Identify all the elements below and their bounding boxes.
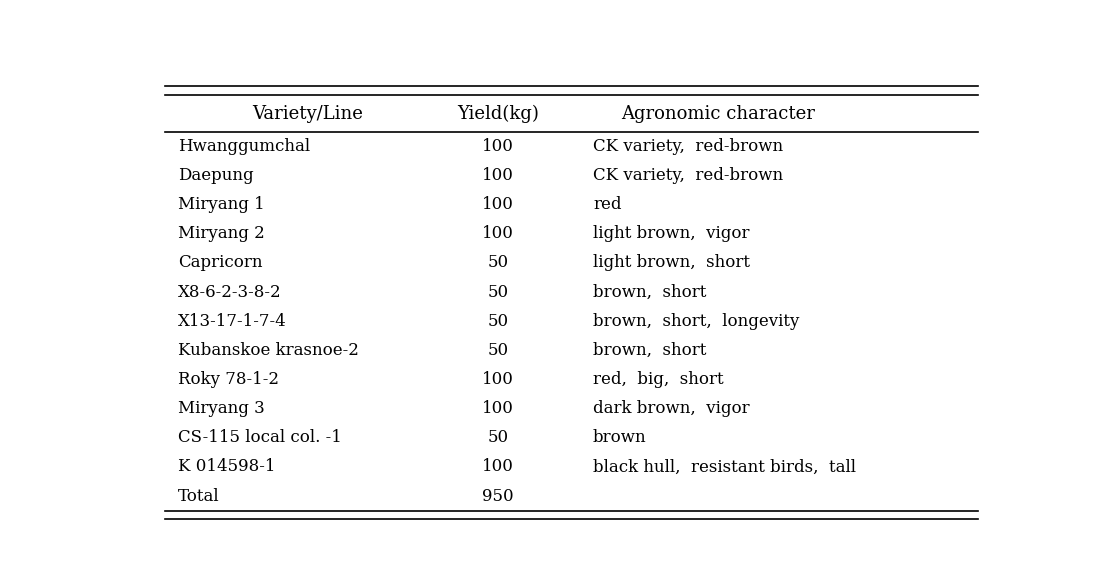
- Text: 50: 50: [487, 255, 508, 271]
- Text: brown: brown: [593, 429, 647, 446]
- Text: red,  big,  short: red, big, short: [593, 371, 724, 388]
- Text: Agronomic character: Agronomic character: [621, 105, 815, 122]
- Text: Daepung: Daepung: [178, 167, 254, 184]
- Text: Roky 78-1-2: Roky 78-1-2: [178, 371, 279, 388]
- Text: 100: 100: [482, 138, 514, 155]
- Text: light brown,  vigor: light brown, vigor: [593, 225, 749, 242]
- Text: 50: 50: [487, 342, 508, 359]
- Text: Miryang 1: Miryang 1: [178, 196, 265, 213]
- Text: 100: 100: [482, 225, 514, 242]
- Text: red: red: [593, 196, 621, 213]
- Text: Capricorn: Capricorn: [178, 255, 263, 271]
- Text: 50: 50: [487, 429, 508, 446]
- Text: CS-115 local col. -1: CS-115 local col. -1: [178, 429, 342, 446]
- Text: 950: 950: [482, 487, 514, 505]
- Text: Miryang 2: Miryang 2: [178, 225, 265, 242]
- Text: Total: Total: [178, 487, 220, 505]
- Text: X8-6-2-3-8-2: X8-6-2-3-8-2: [178, 283, 282, 300]
- Text: CK variety,  red-brown: CK variety, red-brown: [593, 167, 783, 184]
- Text: K 014598-1: K 014598-1: [178, 459, 275, 476]
- Text: 100: 100: [482, 167, 514, 184]
- Text: 100: 100: [482, 400, 514, 417]
- Text: brown,  short: brown, short: [593, 283, 707, 300]
- Text: Kubanskoe krasnoe-2: Kubanskoe krasnoe-2: [178, 342, 359, 359]
- Text: Hwanggumchal: Hwanggumchal: [178, 138, 310, 155]
- Text: 100: 100: [482, 196, 514, 213]
- Text: 100: 100: [482, 459, 514, 476]
- Text: 50: 50: [487, 313, 508, 330]
- Text: 100: 100: [482, 371, 514, 388]
- Text: Miryang 3: Miryang 3: [178, 400, 265, 417]
- Text: 50: 50: [487, 283, 508, 300]
- Text: X13-17-1-7-4: X13-17-1-7-4: [178, 313, 287, 330]
- Text: dark brown,  vigor: dark brown, vigor: [593, 400, 749, 417]
- Text: CK variety,  red-brown: CK variety, red-brown: [593, 138, 783, 155]
- Text: Yield(kg): Yield(kg): [457, 105, 539, 123]
- Text: brown,  short,  longevity: brown, short, longevity: [593, 313, 799, 330]
- Text: Variety/Line: Variety/Line: [252, 105, 363, 122]
- Text: black hull,  resistant birds,  tall: black hull, resistant birds, tall: [593, 459, 856, 476]
- Text: brown,  short: brown, short: [593, 342, 707, 359]
- Text: light brown,  short: light brown, short: [593, 255, 750, 271]
